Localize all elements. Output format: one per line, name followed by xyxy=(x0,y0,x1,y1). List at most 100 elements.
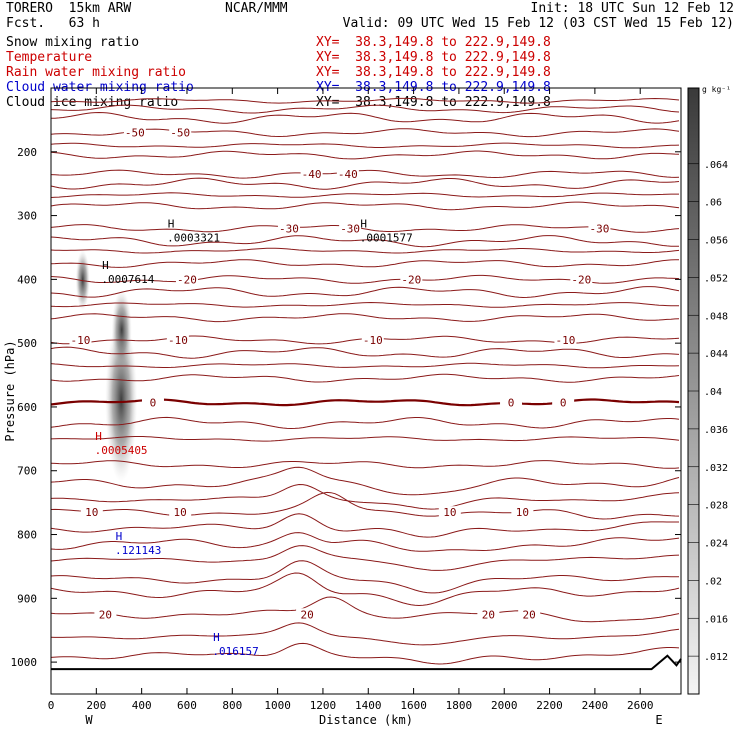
extremum-value: .0007614 xyxy=(101,273,154,286)
isotherm-line xyxy=(50,596,680,623)
colorbar-tick-label: .048 xyxy=(704,311,728,322)
contour-line xyxy=(50,150,680,160)
plot-frame xyxy=(50,87,682,695)
y-tick-label: 500 xyxy=(17,337,37,350)
x-tick-label: 800 xyxy=(222,699,242,712)
west-end-label: W xyxy=(85,713,93,727)
snow-shading xyxy=(111,290,132,370)
isotherm-label: -50 xyxy=(170,127,190,140)
colorbar-tick-label: .056 xyxy=(704,236,728,247)
snow-shading xyxy=(75,250,90,310)
terrain-line xyxy=(51,654,682,671)
contour-line xyxy=(50,642,680,665)
contour-line xyxy=(50,177,680,190)
east-end-label: E xyxy=(655,713,662,727)
extremum-symbol: H xyxy=(213,631,220,644)
snow-shading xyxy=(105,318,138,482)
y-tick-label: 600 xyxy=(17,401,37,414)
isotherm-label: 0 xyxy=(508,396,515,409)
isotherm-label-bg xyxy=(500,396,523,409)
y-tick-label: 900 xyxy=(17,592,37,605)
field-rain-xy: XY= 38.3,149.8 to 222.9,149.8 xyxy=(316,65,551,80)
contour-line xyxy=(50,513,679,538)
forecast-hour: Fcst. 63 h xyxy=(6,16,100,31)
isotherm-label-bg xyxy=(300,168,323,181)
colorbar-tick-label: .052 xyxy=(704,273,728,284)
extremum-value: .0003321 xyxy=(167,231,220,244)
isotherm-label: -20 xyxy=(571,273,591,286)
x-tick-label: 2400 xyxy=(582,699,609,712)
isotherm-label-bg xyxy=(518,608,541,621)
isotherm-label-bg xyxy=(554,333,577,346)
y-tick-label: 300 xyxy=(17,210,37,223)
field-temperature-label: Temperature xyxy=(6,50,93,65)
colorbar-tick-label: .016 xyxy=(704,614,728,625)
contour-line xyxy=(50,259,679,268)
isotherm-label-bg xyxy=(69,333,92,346)
contour-line xyxy=(50,373,680,383)
isotherm-label-bg xyxy=(339,222,362,235)
isotherm-label-bg xyxy=(477,608,500,621)
x-tick-label: 1600 xyxy=(400,699,427,712)
contour-line xyxy=(50,142,680,149)
contour-line xyxy=(50,301,679,308)
contour-line xyxy=(50,346,680,359)
y-tick-label: 800 xyxy=(17,529,37,542)
contour-line xyxy=(50,201,680,211)
isotherm-line xyxy=(50,224,680,233)
isotherm-label: -40 xyxy=(338,168,358,181)
isotherm-label: 10 xyxy=(516,506,529,519)
isotherm-label: -20 xyxy=(401,273,421,286)
x-axis-title: Distance (km) xyxy=(319,713,413,727)
isotherm-label-bg xyxy=(588,222,611,235)
contour-line xyxy=(50,460,680,469)
x-tick-label: 2000 xyxy=(491,699,518,712)
isotherm-label: 0 xyxy=(560,396,567,409)
contour-line xyxy=(50,235,680,248)
colorbar-tick-label: .024 xyxy=(704,539,728,550)
isotherm-label-bg xyxy=(361,333,384,346)
isotherm-label: 10 xyxy=(85,506,98,519)
contour-line xyxy=(50,572,680,607)
isotherm-line xyxy=(50,128,680,138)
extremum-symbol: H xyxy=(95,430,102,443)
extremum-value: .121143 xyxy=(115,544,161,557)
extremum-value: .016157 xyxy=(212,645,258,658)
valid-time: Valid: 09 UTC Wed 15 Feb 12 (03 CST Wed … xyxy=(342,16,734,31)
field-temperature-xy: XY= 38.3,149.8 to 222.9,149.8 xyxy=(316,50,551,65)
x-tick-label: 200 xyxy=(86,699,106,712)
isotherm-label-bg xyxy=(80,506,103,519)
isotherm-label-bg xyxy=(169,126,192,139)
isotherm-label-bg xyxy=(277,222,300,235)
colorbar-tick-label: .036 xyxy=(704,425,728,436)
colorbar-tick-label: .044 xyxy=(704,349,728,360)
isotherm-label-bg xyxy=(570,273,593,286)
isotherm-label: -10 xyxy=(71,334,91,347)
isotherm-label: -20 xyxy=(177,273,197,286)
contour-line xyxy=(50,192,679,198)
isotherm-label-bg xyxy=(336,168,359,181)
colorbar-tick-label: .028 xyxy=(704,501,728,512)
contour-line xyxy=(50,483,680,510)
y-tick-label: 700 xyxy=(17,465,37,478)
isotherm-label: 20 xyxy=(523,608,536,621)
x-tick-label: 1000 xyxy=(264,699,291,712)
isotherm-line xyxy=(50,169,680,179)
colorbar-unit: g kg⁻¹ xyxy=(702,85,731,94)
colorbar-tick-label: .02 xyxy=(704,576,722,587)
model-title: TORERO 15km ARW xyxy=(6,1,132,16)
colorbar-tick-label: .064 xyxy=(704,160,728,171)
isotherm-label-bg xyxy=(438,506,461,519)
contour-line xyxy=(50,545,680,571)
x-tick-label: 2600 xyxy=(627,699,654,712)
isotherm-label: 20 xyxy=(99,608,112,621)
isotherm-label: 0 xyxy=(150,396,157,409)
contour-line xyxy=(50,622,680,646)
colorbar-tick-label: .06 xyxy=(704,198,722,209)
contour-line xyxy=(50,111,680,124)
y-axis-title: Pressure (hPa) xyxy=(3,340,17,441)
isotherm-label-bg xyxy=(296,608,319,621)
x-tick-label: 2200 xyxy=(536,699,563,712)
contour-line xyxy=(50,362,680,369)
